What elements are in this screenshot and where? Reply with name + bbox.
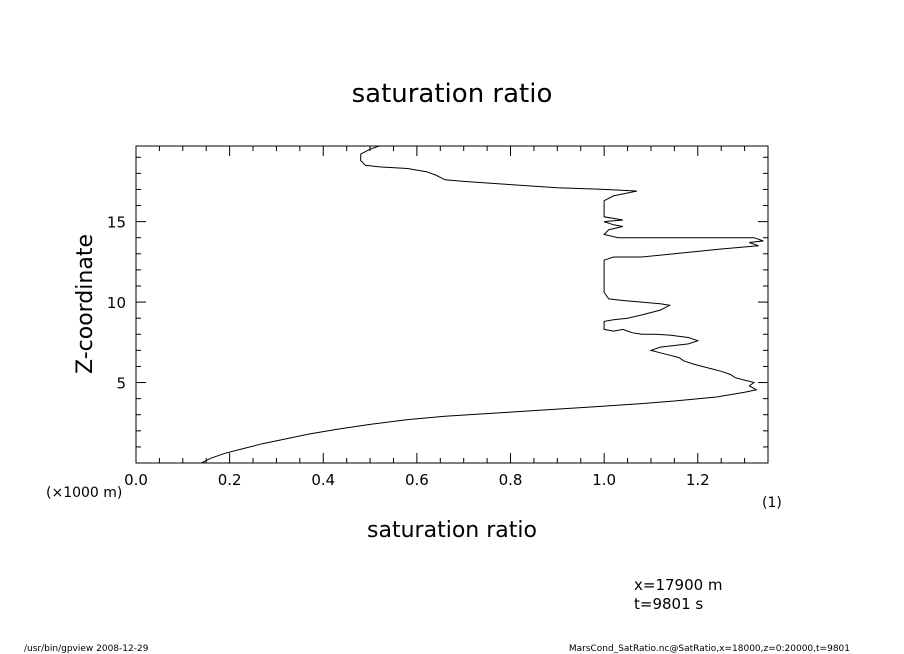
plot-frame xyxy=(135,145,769,464)
x-tick-label: 1.0 xyxy=(592,471,616,489)
x-tick-label: 0.0 xyxy=(124,471,148,489)
x-tick-label: 0.2 xyxy=(218,471,242,489)
x-tick-label: 0.4 xyxy=(311,471,335,489)
x-axis-label: saturation ratio xyxy=(367,518,537,543)
x-tick-label: 0.8 xyxy=(499,471,523,489)
footer-left: /usr/bin/gpview 2008-12-29 xyxy=(24,644,149,654)
y-tick-label: 15 xyxy=(107,214,126,232)
x-tick-labels: 0.0 0.2 0.4 0.6 0.8 1.0 1.2 xyxy=(124,471,710,489)
axis-ticks xyxy=(135,146,769,464)
plot-area xyxy=(135,145,769,464)
y-axis-label: Z-coordinate xyxy=(73,234,98,374)
y-tick-label: 5 xyxy=(116,375,126,393)
x-tick-label: 0.6 xyxy=(405,471,429,489)
x-tick-label: 1.2 xyxy=(686,471,710,489)
footer-right: MarsCond_SatRatio.nc@SatRatio,x=18000,z=… xyxy=(569,644,850,654)
x-position-info: x=17900 m xyxy=(634,576,723,594)
y-tick-label: 10 xyxy=(107,294,126,312)
x-unit-label: (1) xyxy=(762,495,782,511)
time-info: t=9801 s xyxy=(634,595,703,613)
y-unit-label: (×1000 m) xyxy=(46,485,122,501)
y-tick-labels: 5 10 15 xyxy=(107,214,126,393)
series-line xyxy=(201,145,764,464)
chart-title: saturation ratio xyxy=(352,79,553,109)
